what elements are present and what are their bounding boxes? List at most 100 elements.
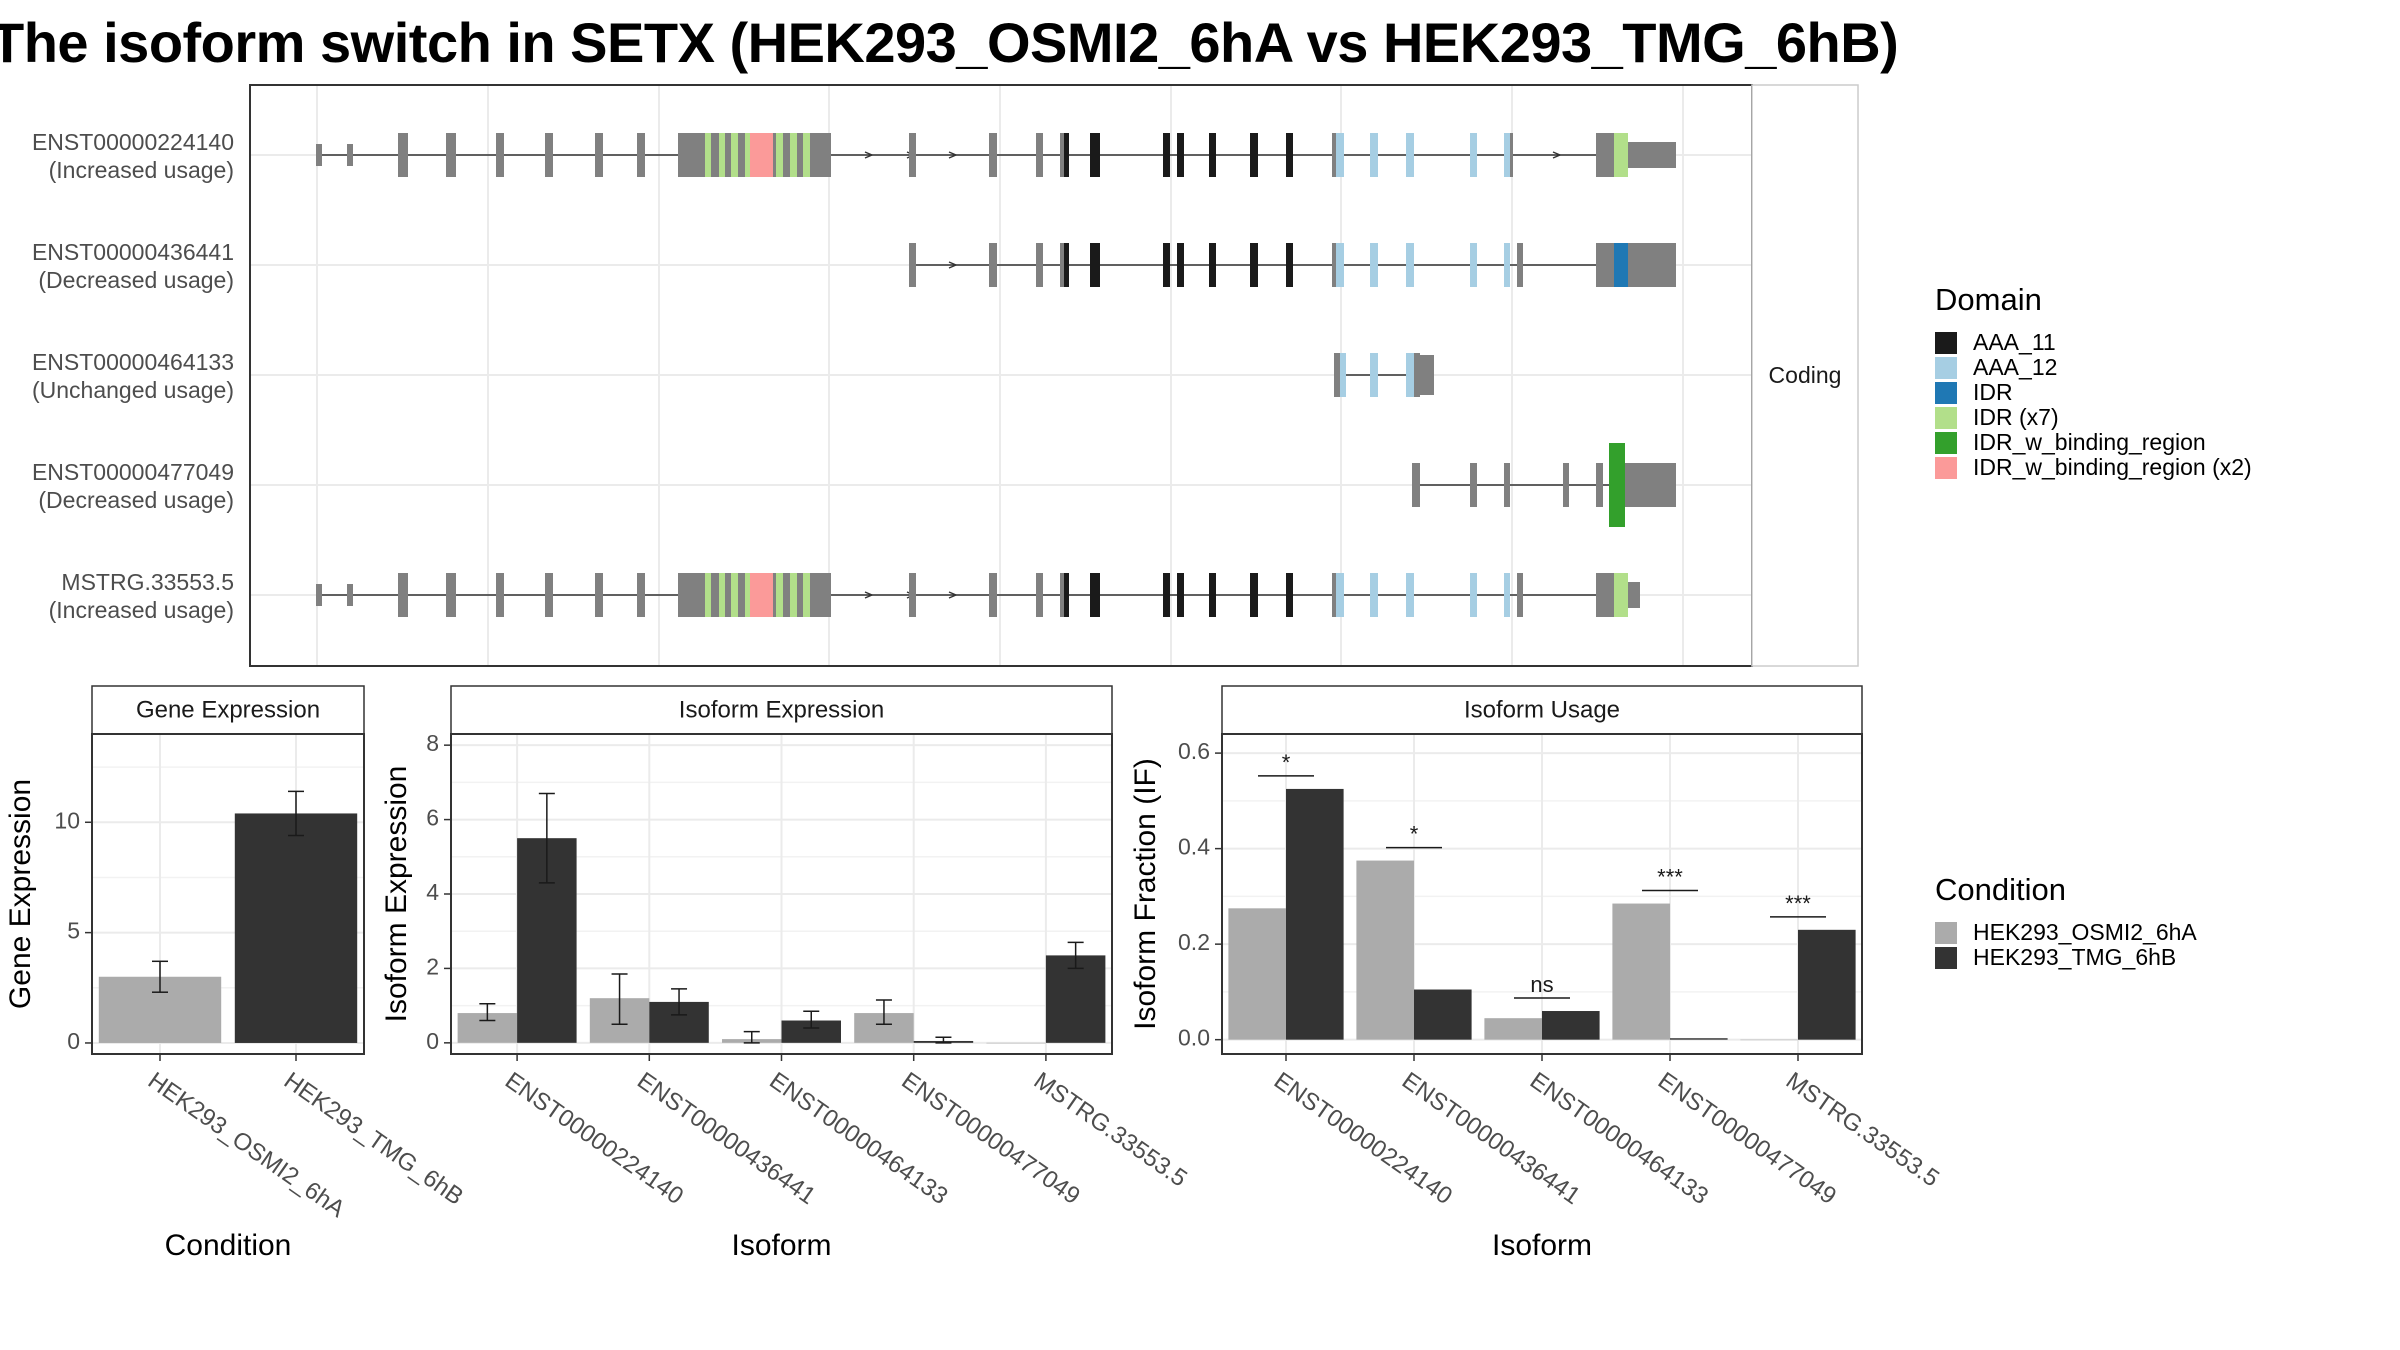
isoform-usage-status: (Decreased usage) — [38, 487, 234, 513]
data-bar — [986, 1042, 1046, 1044]
exon-block — [1332, 573, 1336, 617]
isoform-usage-status: (Unchanged usage) — [32, 377, 234, 403]
utr-block — [1628, 582, 1640, 608]
bar-panel-1: Isoform Expression02468ENST00000224140EN… — [380, 685, 1192, 1262]
bar-panel-2: Isoform Usage**ns******0.00.20.40.6ENST0… — [1129, 685, 1944, 1262]
exon-block — [1334, 133, 1344, 177]
exon-block — [316, 584, 322, 606]
exon-block — [1596, 573, 1614, 617]
aaa12-domain-segment — [1406, 353, 1414, 397]
exon-block — [1250, 133, 1258, 177]
facet-strip — [91, 685, 365, 735]
strand-arrow — [948, 151, 958, 159]
exon-block — [1334, 243, 1344, 287]
exon-block — [595, 133, 603, 177]
isoform-label: ENST00000436441 — [32, 239, 234, 265]
exon-block — [1209, 133, 1216, 177]
page-title: The isoform switch in SETX (HEK293_OSMI2… — [0, 11, 1899, 74]
exon-block — [446, 133, 456, 177]
exon-block — [1090, 573, 1100, 617]
exon-block — [1286, 243, 1293, 287]
exon-block — [1036, 133, 1043, 177]
data-bar — [1286, 788, 1344, 1040]
exon-block — [1370, 243, 1378, 287]
idr-domain-segment — [790, 133, 797, 177]
condition-legend-swatch — [1935, 946, 1957, 969]
x-axis-title: Condition — [165, 1229, 292, 1262]
data-bar — [781, 1020, 841, 1043]
data-bar — [1612, 903, 1670, 1040]
exon-block — [909, 573, 916, 617]
exon-block — [1090, 133, 1100, 177]
utr-block — [1420, 355, 1434, 395]
domain-legend-swatch — [1935, 381, 1957, 404]
panel-border — [91, 733, 365, 1055]
data-bar — [1542, 1011, 1600, 1040]
exon-block — [1332, 243, 1336, 287]
domain-legend-swatch — [1935, 406, 1957, 429]
domain-legend-swatch — [1935, 456, 1957, 479]
idr-binding-region-segment — [750, 573, 773, 617]
data-bar — [234, 813, 358, 1043]
data-bar — [1670, 1038, 1728, 1040]
domain-legend-item: IDR_w_binding_region — [1935, 429, 2252, 455]
domain-legend-label: IDR — [1973, 379, 2013, 405]
exon-block — [1064, 243, 1069, 287]
domain-legend-swatch — [1935, 356, 1957, 379]
exon-block — [989, 133, 997, 177]
exon-block — [1406, 133, 1414, 177]
domain-legend-label: IDR (x7) — [1973, 404, 2059, 430]
y-tick-label: 10 — [54, 807, 80, 833]
exon-block — [1250, 573, 1258, 617]
data-bar — [1798, 929, 1856, 1040]
exon-block — [1250, 243, 1258, 287]
exon-block — [1036, 243, 1043, 287]
idr-domain-segment — [803, 573, 810, 617]
exon-block — [1510, 133, 1513, 177]
exon-block — [1504, 133, 1510, 177]
domain-legend-item: AAA_11 — [1935, 329, 2252, 355]
idr-domain-segment — [705, 133, 711, 177]
facet-strip-title: Isoform Usage — [1464, 696, 1620, 723]
exon-block — [545, 573, 553, 617]
y-tick-label: 0.2 — [1178, 929, 1210, 955]
condition-legend-item: HEK293_TMG_6hB — [1935, 944, 2197, 970]
exon-block — [1596, 133, 1614, 177]
exon-block — [1412, 463, 1420, 507]
isoform-label: MSTRG.33553.5 — [61, 569, 234, 595]
y-tick-label: 0.4 — [1178, 834, 1210, 860]
exon-block — [1177, 133, 1184, 177]
idr-domain-segment — [745, 573, 750, 617]
exon-block — [1406, 243, 1414, 287]
significance-label: * — [1410, 822, 1419, 847]
domain-legend-label: AAA_11 — [1973, 329, 2056, 355]
utr-block — [1628, 243, 1676, 287]
condition-legend-swatch — [1935, 921, 1957, 944]
data-bar — [1228, 908, 1286, 1040]
idr-domain-segment — [745, 133, 750, 177]
strand-arrow — [948, 591, 958, 599]
condition-legend-title: Condition — [1935, 872, 2066, 907]
domain-legend-title: Domain — [1935, 282, 2042, 317]
idr-domain-segment — [776, 133, 783, 177]
isoform-usage-status: (Increased usage) — [49, 157, 234, 183]
idr-domain-segment — [731, 133, 738, 177]
exon-block — [1334, 353, 1340, 397]
facet-strip-title: Gene Expression — [136, 696, 320, 723]
exon-block — [398, 573, 408, 617]
exon-block — [1064, 573, 1069, 617]
domain-legend-swatch — [1935, 431, 1957, 454]
exon-block — [1596, 243, 1614, 287]
exon-block — [1470, 133, 1477, 177]
idr-domain-segment — [1614, 243, 1628, 287]
exon-block — [1332, 133, 1336, 177]
isoform-label: ENST00000477049 — [32, 459, 234, 485]
exon-block — [1177, 243, 1184, 287]
idr-domain-segment — [719, 133, 725, 177]
strand-arrow — [948, 261, 958, 269]
exon-block — [1090, 243, 1100, 287]
exon-block — [316, 144, 322, 166]
coding-strip — [1751, 84, 1859, 667]
